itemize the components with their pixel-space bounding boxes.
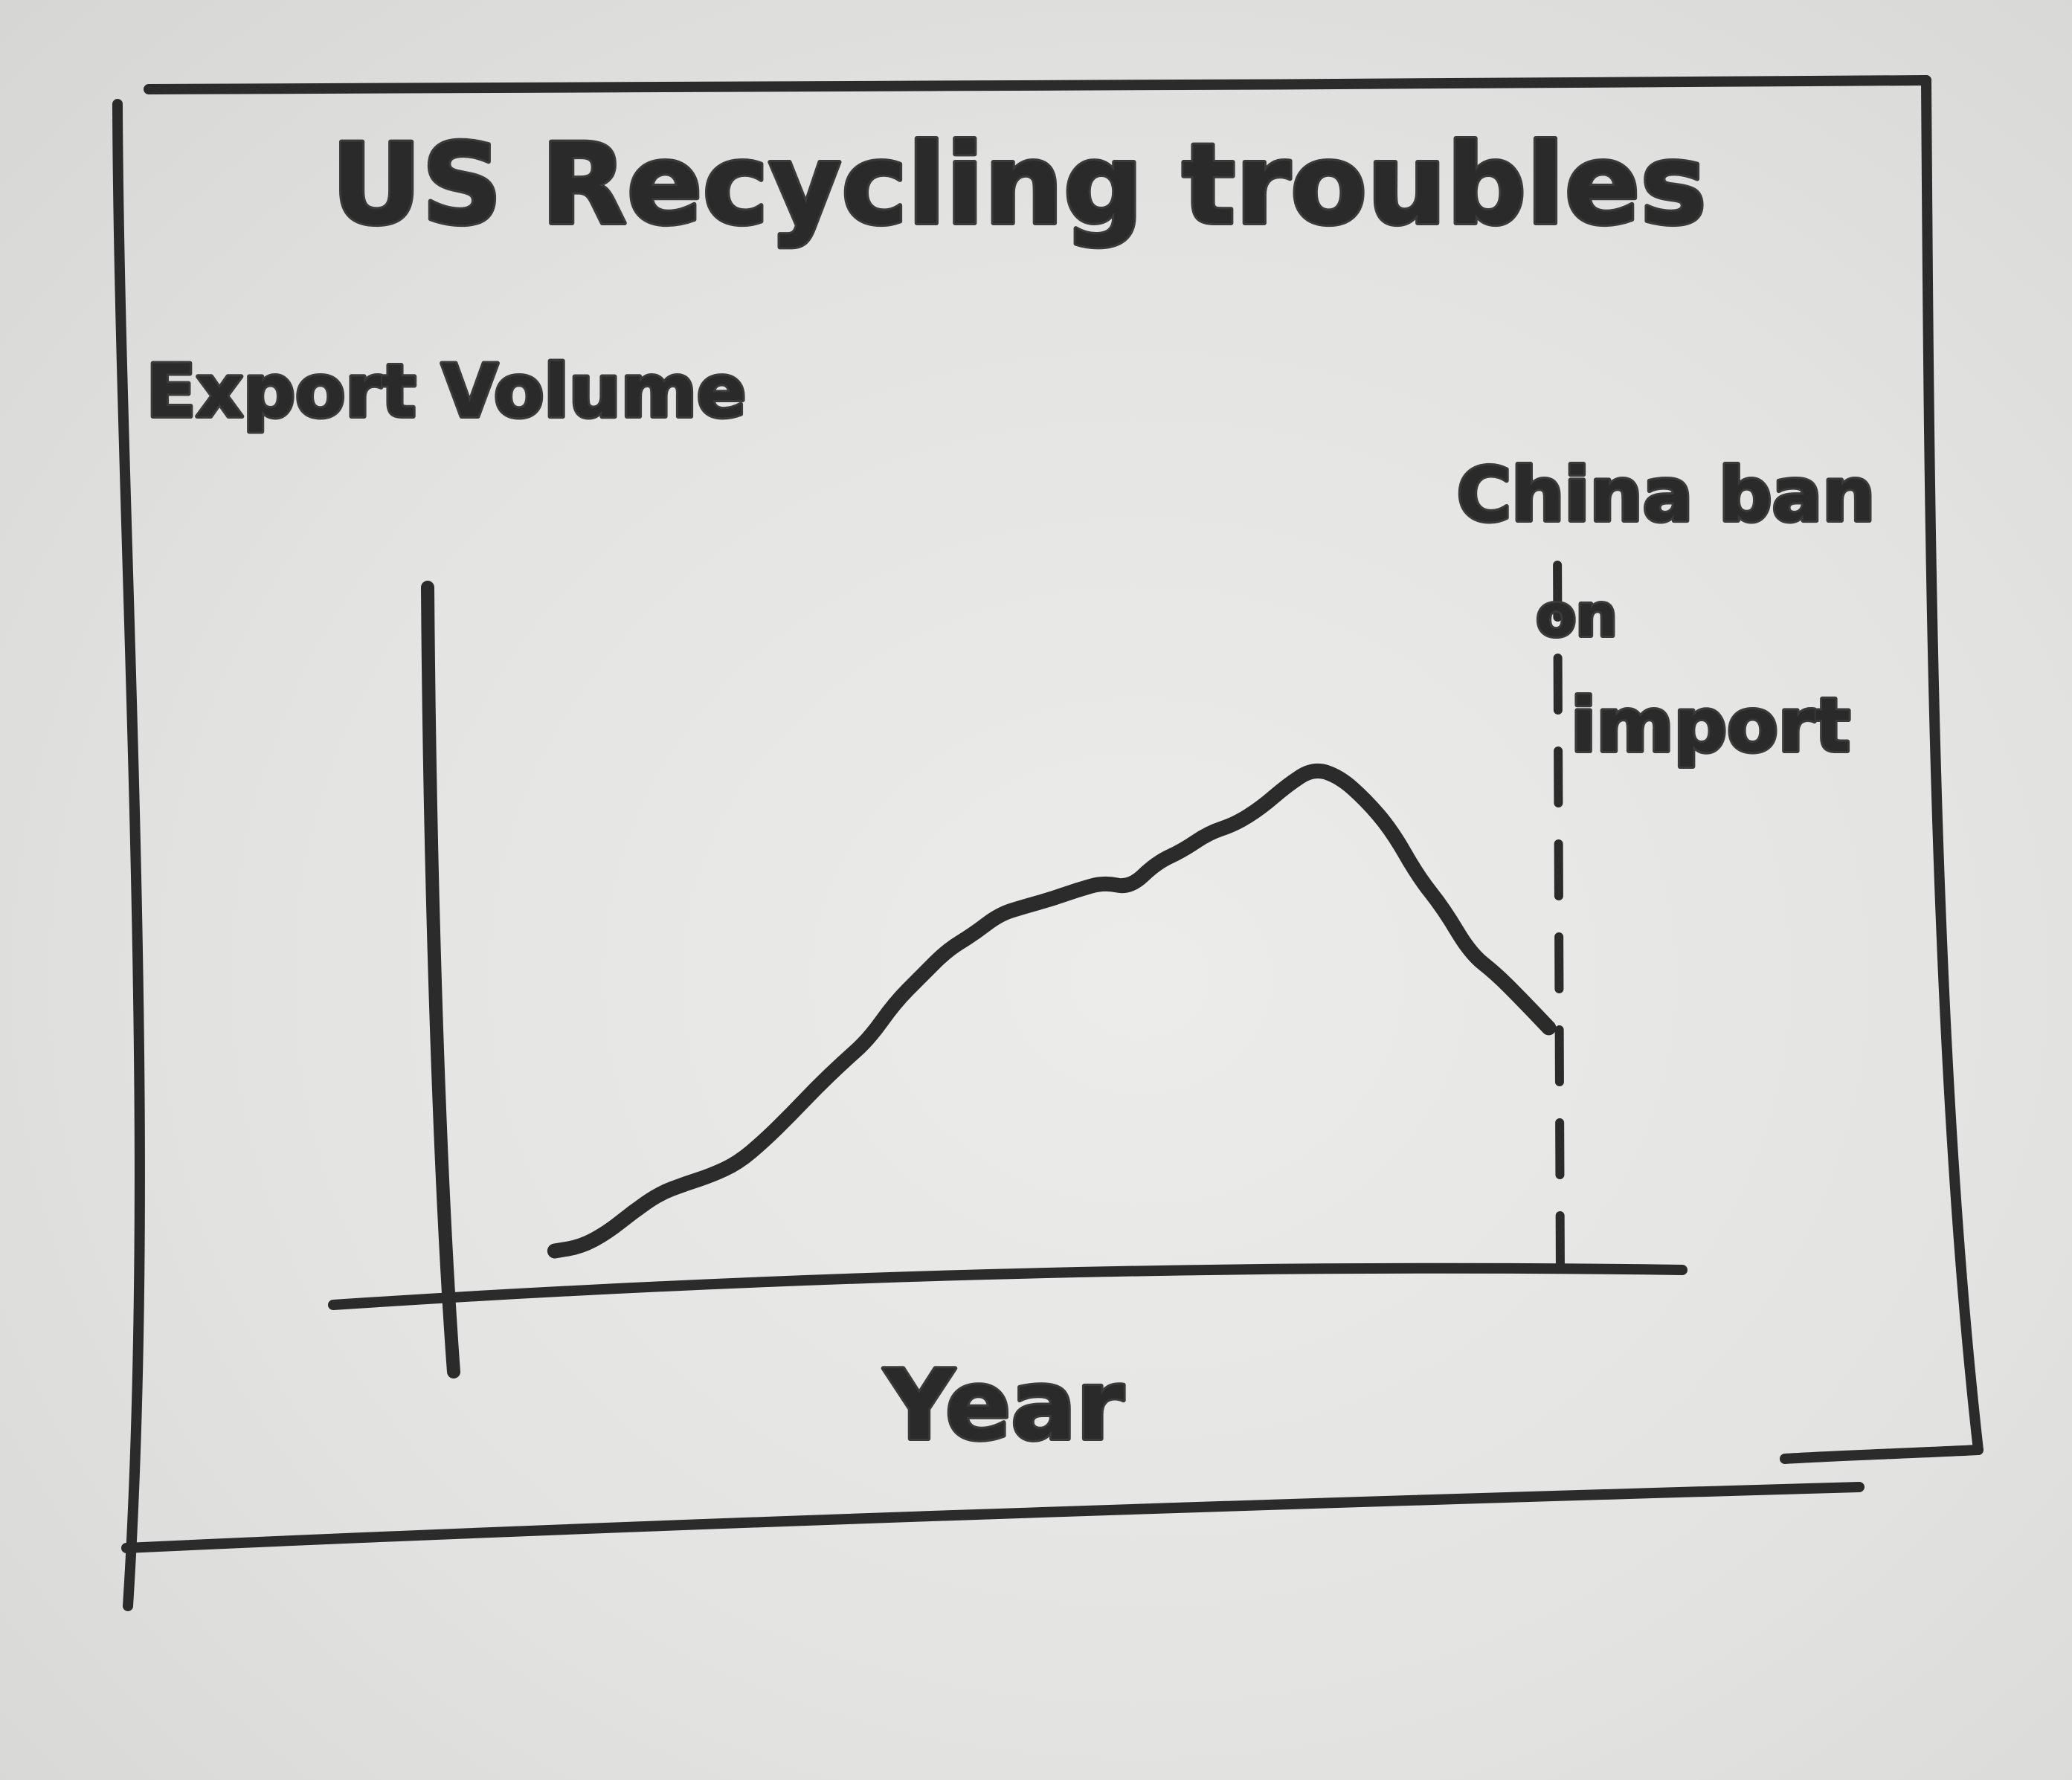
- frame: [112, 75, 1983, 1611]
- annotation-line-1: China ban: [1457, 451, 1876, 538]
- annotation-line-2: on: [1536, 583, 1617, 650]
- frame-left: [112, 99, 145, 1611]
- chart-title: US Recycling troubles: [331, 120, 1706, 250]
- x-axis-line: [328, 1263, 1687, 1310]
- frame-right: [1921, 75, 1983, 1455]
- frame-top: [144, 75, 1931, 94]
- series-line: [547, 763, 1557, 1259]
- y-axis-line: [421, 581, 460, 1378]
- frame-bottom-right: [1780, 1445, 1983, 1464]
- annotation-line-3: import: [1571, 682, 1850, 769]
- x-axis-label: Year: [883, 1349, 1124, 1462]
- frame-bottom: [121, 1482, 1865, 1553]
- china-ban-dashed-line: [1553, 561, 1566, 1302]
- y-axis-label: Export Volume: [147, 349, 747, 434]
